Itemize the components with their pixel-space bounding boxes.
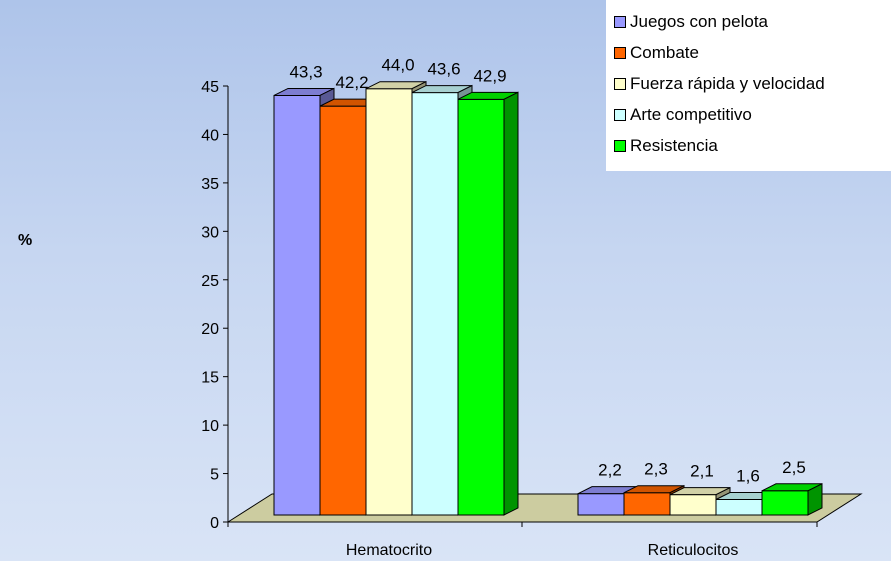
- y-axis-unit-label: %: [18, 232, 33, 249]
- data-label-fuerza-rapida-y-velocidad-reticulocitos: 2,1: [690, 462, 714, 481]
- legend-item-juegos-con-pelota: Juegos con pelota: [614, 6, 891, 37]
- legend-label-arte-competitivo: Arte competitivo: [630, 105, 752, 125]
- x-category-label-reticulocitos: Reticulocitos: [648, 542, 739, 559]
- bar-resistencia-hematocrito: [457, 98, 505, 516]
- y-tick-label: 5: [210, 467, 219, 484]
- data-label-combate-reticulocitos: 2,3: [644, 460, 668, 479]
- y-tick-label: 35: [201, 176, 219, 193]
- legend-swatch-arte-competitivo: [614, 109, 626, 122]
- data-label-arte-competitivo-reticulocitos: 1,6: [736, 466, 760, 485]
- data-label-juegos-con-pelota-hematocrito: 43,3: [289, 62, 322, 81]
- data-label-arte-competitivo-hematocrito: 43,6: [427, 60, 460, 79]
- data-label-fuerza-rapida-y-velocidad-hematocrito: 44,0: [381, 56, 414, 75]
- legend-label-combate: Combate: [630, 42, 699, 62]
- legend-swatch-combate: [614, 46, 626, 59]
- data-label-juegos-con-pelota-reticulocitos: 2,2: [598, 461, 622, 480]
- y-tick-label: 20: [201, 321, 219, 338]
- legend-label-juegos-con-pelota: Juegos con pelota: [630, 11, 768, 31]
- bar-arte-competitivo-reticulocitos: [715, 498, 763, 516]
- legend: Juegos con pelota Combate Fuerza rápida …: [606, 0, 891, 171]
- y-tick-label: 40: [201, 127, 219, 144]
- legend-item-resistencia: Resistencia: [614, 131, 891, 162]
- bar-juegos-con-pelota-reticulocitos: [577, 493, 625, 516]
- y-tick-label: 10: [201, 418, 219, 435]
- bar-combate-reticulocitos: [623, 492, 671, 516]
- bar-fuerza-rapida-y-velocidad-hematocrito: [365, 88, 413, 516]
- bar-side-resistencia-reticulocitos: [807, 482, 823, 516]
- y-tick-label: 0: [210, 515, 219, 532]
- legend-item-arte-competitivo: Arte competitivo: [614, 100, 891, 131]
- legend-label-fuerza-rapida-y-velocidad: Fuerza rápida y velocidad: [630, 73, 825, 93]
- legend-swatch-fuerza-rapida-y-velocidad: [614, 77, 626, 90]
- bar-side-resistencia-hematocrito: [503, 91, 519, 516]
- data-label-resistencia-hematocrito: 42,9: [473, 66, 506, 85]
- y-tick-label: 30: [201, 224, 219, 241]
- x-category-label-hematocrito: Hematocrito: [346, 542, 432, 559]
- y-tick-label: 25: [201, 273, 219, 290]
- legend-item-fuerza-rapida-y-velocidad: Fuerza rápida y velocidad: [614, 68, 891, 99]
- legend-item-combate: Combate: [614, 37, 891, 68]
- bar-arte-competitivo-hematocrito: [411, 92, 459, 516]
- data-label-combate-hematocrito: 42,2: [335, 73, 368, 92]
- y-tick-label: 45: [201, 79, 219, 96]
- legend-swatch-resistencia: [614, 140, 626, 153]
- bar-juegos-con-pelota-hematocrito: [273, 94, 321, 516]
- y-tick-label: 15: [201, 370, 219, 387]
- legend-label-resistencia: Resistencia: [630, 136, 718, 156]
- bar-combate-hematocrito: [319, 105, 367, 516]
- legend-swatch-juegos-con-pelota: [614, 15, 626, 28]
- data-label-resistencia-reticulocitos: 2,5: [782, 458, 806, 477]
- bar-fuerza-rapida-y-velocidad-reticulocitos: [669, 494, 717, 516]
- bar-resistencia-reticulocitos: [761, 490, 809, 516]
